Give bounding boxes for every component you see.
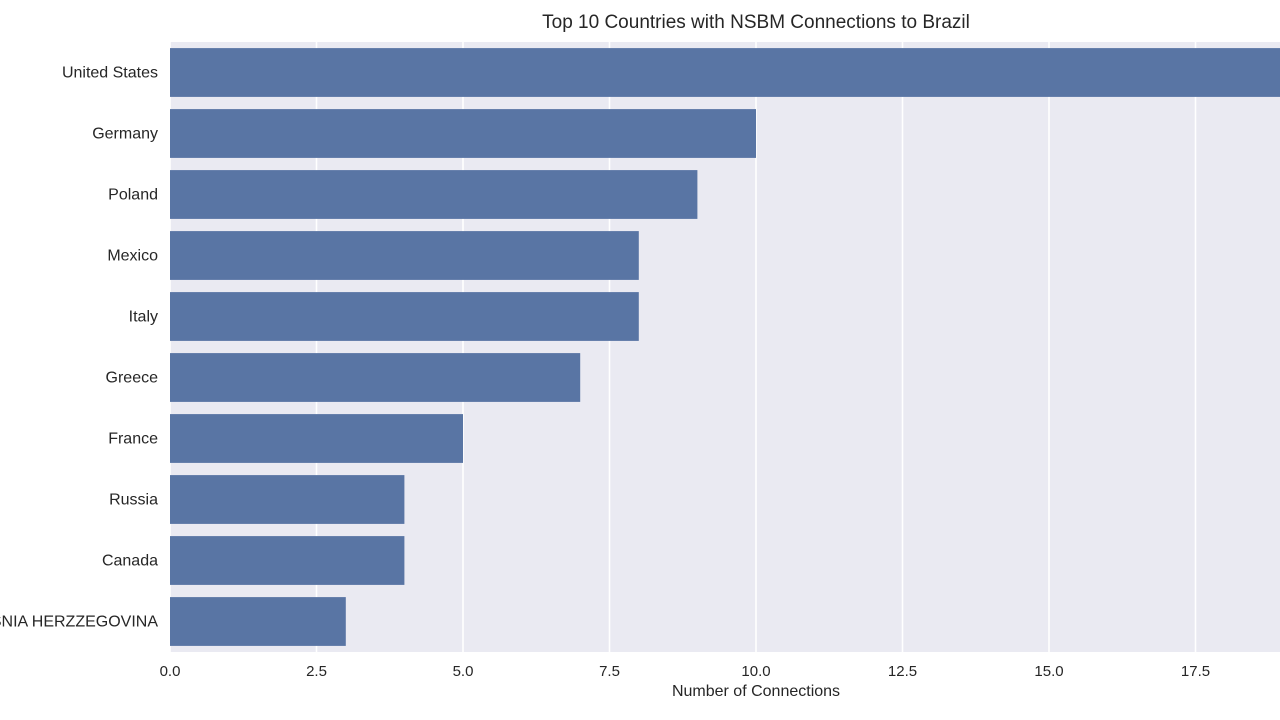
x-tick-label: 10.0 bbox=[741, 663, 770, 680]
bar-2 bbox=[170, 170, 698, 219]
bar-7 bbox=[170, 475, 405, 524]
x-tick-label: 12.5 bbox=[888, 663, 917, 680]
bar-6 bbox=[170, 414, 463, 463]
bar-5 bbox=[170, 353, 581, 402]
bar-8 bbox=[170, 536, 405, 585]
x-tick-label: 7.5 bbox=[599, 663, 620, 680]
chart-title: Top 10 Countries with NSBM Connections t… bbox=[542, 12, 970, 33]
category-label: Italy bbox=[129, 309, 158, 326]
category-label: United States bbox=[62, 65, 158, 82]
x-tick-label: 5.0 bbox=[453, 663, 474, 680]
category-label: BOSNIA HERZZEGOVINA bbox=[0, 614, 158, 631]
x-tick-label: 2.5 bbox=[306, 663, 327, 680]
x-tick-label: 15.0 bbox=[1034, 663, 1063, 680]
category-label: Mexico bbox=[107, 248, 158, 265]
x-axis-label: Number of Connections bbox=[671, 683, 841, 700]
bar-3 bbox=[170, 231, 639, 280]
bar-4 bbox=[170, 292, 639, 341]
bar-0 bbox=[170, 48, 1280, 97]
category-label: France bbox=[108, 431, 158, 448]
category-label: Poland bbox=[108, 187, 158, 204]
category-label: Russia bbox=[109, 492, 158, 509]
bar-1 bbox=[170, 109, 756, 158]
category-label: Greece bbox=[106, 370, 159, 387]
bar-9 bbox=[170, 597, 346, 646]
category-label: Canada bbox=[102, 553, 158, 570]
x-tick-label: 0.0 bbox=[160, 663, 181, 680]
category-label: Germany bbox=[92, 126, 158, 143]
x-tick-label: 17.5 bbox=[1181, 663, 1210, 680]
